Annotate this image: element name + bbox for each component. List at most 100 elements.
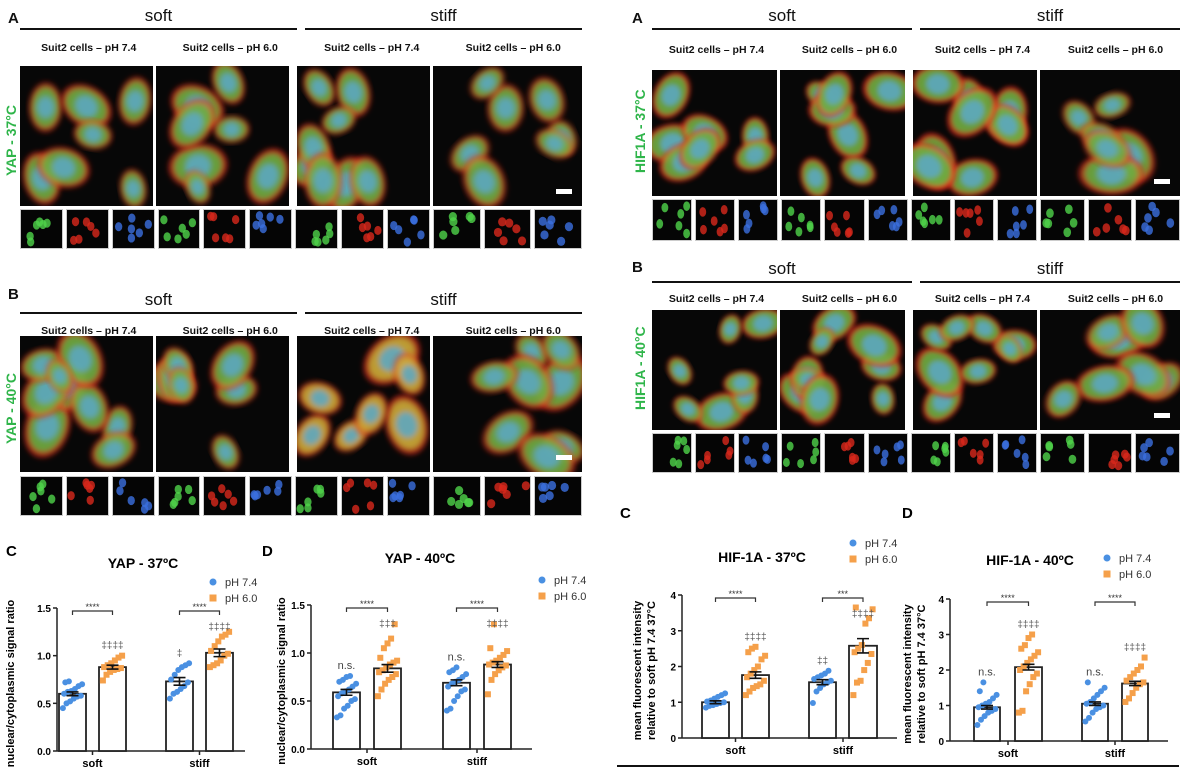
- significance-label: ****: [1001, 593, 1016, 603]
- green-channel-thumbnail: [910, 199, 951, 241]
- data-point: [1029, 631, 1036, 638]
- data-point: [751, 667, 758, 674]
- data-point: [391, 621, 398, 628]
- green-channel-thumbnail: [157, 209, 201, 249]
- merged-images: [652, 70, 1180, 196]
- green-channel-thumbnail: [652, 199, 693, 241]
- significance-label: ****: [85, 602, 100, 612]
- data-point: [857, 677, 864, 684]
- data-point: [852, 604, 859, 611]
- panel-letter: C: [620, 505, 631, 522]
- fluorescence-image: [1040, 70, 1180, 196]
- data-point: [166, 695, 173, 702]
- data-point: [500, 651, 507, 658]
- green-channel-thumbnail: [432, 476, 481, 516]
- significance-annotation: ‡‡‡‡: [101, 641, 123, 652]
- error-bar: [857, 637, 869, 654]
- column-header: Suit2 cells – pH 6.0: [465, 42, 561, 54]
- legend-marker: [538, 592, 546, 600]
- data-point: [1101, 684, 1108, 691]
- significance-bracket: [1094, 601, 1136, 606]
- data-point: [855, 645, 862, 652]
- data-point: [79, 681, 86, 688]
- column-header: Suit2 cells – pH 7.4: [324, 42, 420, 54]
- data-point: [107, 668, 114, 675]
- data-point: [864, 659, 871, 666]
- data-point: [753, 683, 760, 690]
- significance-label: ****: [470, 599, 485, 609]
- figure-section-yap37: A YAP - 37°C soft stiff Suit2 cells – pH 7.4…: [3, 0, 583, 249]
- y-axis-label: nuclear/cytoplasmic signal ratio: [5, 599, 17, 767]
- data-point: [1020, 663, 1027, 670]
- panel-letter: D: [262, 543, 273, 560]
- data-point: [1138, 663, 1144, 670]
- data-point: [351, 696, 358, 703]
- red-channel-thumbnail: [1087, 433, 1133, 473]
- error-bar: [106, 664, 119, 670]
- green-channel-thumbnail: [20, 209, 63, 249]
- data-point: [224, 650, 231, 657]
- green-channel-thumbnail: [910, 433, 951, 473]
- y-axis-label: relative to soft pH 7.4 37°C: [916, 605, 928, 744]
- legend-marker: [209, 594, 217, 602]
- data-point: [495, 667, 502, 674]
- data-point: [750, 684, 757, 691]
- group-header-stiff: stiff: [305, 6, 582, 30]
- significance-bracket: [455, 607, 499, 612]
- group-header-stiff: stiff: [920, 259, 1180, 283]
- data-point: [77, 692, 84, 699]
- y-tick-label: 2: [938, 666, 944, 677]
- y-tick-label: 1.0: [37, 652, 51, 663]
- column-headers: Suit2 cells – pH 7.4 Suit2 cells – pH 6.0…: [652, 293, 1180, 305]
- data-point: [757, 681, 764, 688]
- data-point: [1033, 670, 1040, 677]
- group-header-soft: soft: [20, 290, 297, 314]
- error-bar: [173, 676, 186, 687]
- data-point: [1018, 645, 1025, 652]
- green-channel-thumbnail: [1039, 199, 1085, 241]
- data-point: [827, 677, 834, 684]
- y-tick-label: 2: [670, 663, 676, 674]
- group-header-soft: soft: [652, 259, 912, 283]
- fluorescence-image: [297, 66, 431, 206]
- data-point: [502, 662, 509, 669]
- data-point: [1127, 674, 1134, 681]
- significance-label: ****: [192, 602, 207, 612]
- data-point: [353, 680, 360, 687]
- data-point: [99, 677, 106, 684]
- panel-letter: B: [8, 286, 19, 303]
- data-point: [214, 660, 221, 667]
- legend-marker: [209, 578, 217, 586]
- data-point: [748, 645, 755, 652]
- group-headers: soft stiff: [652, 259, 1180, 283]
- error-bar: [491, 660, 504, 669]
- green-channel-thumbnail: [295, 476, 339, 516]
- x-tick-label: stiff: [833, 745, 854, 757]
- fluorescence-image: [1040, 310, 1180, 430]
- blue-channel-thumbnail: [249, 209, 293, 249]
- x-tick-label: soft: [357, 756, 378, 768]
- data-point: [394, 657, 401, 664]
- bar: [1014, 666, 1043, 742]
- chart-1: D YAP - 40ºC nuclear/cytoplasmic signal ra…: [262, 543, 586, 768]
- bar: [442, 681, 471, 750]
- red-channel-thumbnail: [203, 476, 247, 516]
- chart-2: C HIF-1A - 37ºC mean fluorescent intensity…: [620, 505, 897, 757]
- red-channel-thumbnail: [695, 199, 736, 241]
- data-point: [1024, 659, 1031, 666]
- fluorescence-image: [156, 66, 290, 206]
- x-tick-label: soft: [82, 758, 103, 770]
- red-channel-thumbnail: [824, 433, 865, 473]
- data-point: [493, 657, 500, 664]
- data-point: [108, 660, 115, 667]
- error-bar: [816, 678, 829, 686]
- y-tick-label: 3: [938, 631, 944, 642]
- blue-channel-thumbnail: [111, 476, 155, 516]
- data-point: [383, 664, 390, 671]
- significance-bracket: [71, 610, 114, 615]
- blue-channel-thumbnail: [1135, 433, 1180, 473]
- data-point: [720, 699, 727, 706]
- scale-bar: [1153, 413, 1170, 418]
- fluorescence-image: [652, 310, 777, 430]
- data-point: [490, 621, 497, 628]
